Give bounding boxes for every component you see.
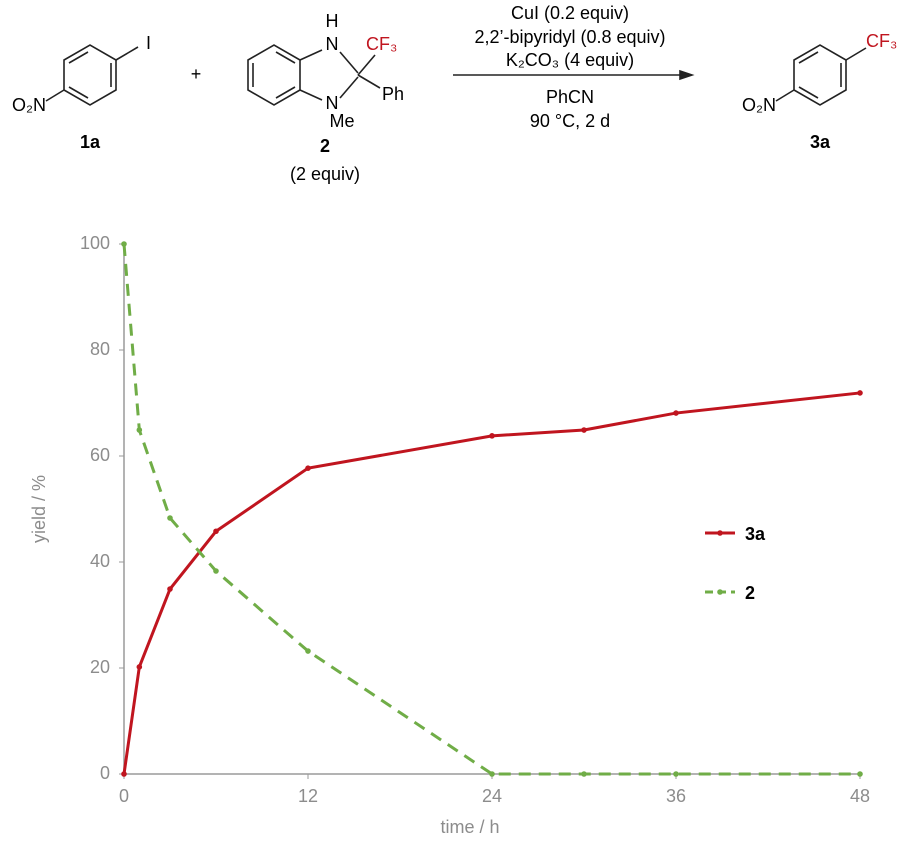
x-tick-label: 24 [482,786,502,806]
x-tick-label: 12 [298,786,318,806]
y-tick-label: 40 [90,551,110,571]
ring [793,44,847,106]
atom: O₂N [742,95,776,115]
data-point [581,771,587,777]
compound-label: 1a [80,132,101,152]
data-point [673,771,679,777]
data-point [213,568,219,574]
series-line [122,243,860,776]
data-point [305,465,311,471]
compound-label: 2 [320,136,330,156]
plus: + [191,64,202,84]
ring [247,44,301,106]
bond [45,89,65,102]
data-point [489,771,495,777]
legend-label: 3a [745,524,766,544]
data-point [305,648,311,654]
bond [299,49,323,61]
y-tick-label: 0 [100,763,110,783]
atom: CF₃ [866,31,897,51]
condition: 90 °C, 2 d [530,111,610,131]
atom: H [326,11,339,31]
y-tick-label: 20 [90,657,110,677]
ring [63,44,117,106]
x-tick-label: 48 [850,786,870,806]
x-axis-label: time / h [440,817,499,837]
atom: Ph [382,84,404,104]
condition: K₂CO₃ (4 equiv) [506,50,634,70]
data-point [857,390,863,396]
x-tick-label: 36 [666,786,686,806]
data-point [121,241,127,247]
data-point [489,433,495,439]
atom: Me [329,111,354,131]
bond [845,47,867,61]
y-axis-label: yield / % [29,475,49,543]
bond [357,54,376,76]
legend-dot [717,589,723,595]
data-point [121,771,127,777]
condition: 2,2’-bipyridyl (0.8 equiv) [474,27,665,47]
y-tick-label: 80 [90,339,110,359]
bond [775,89,795,102]
y-tick-label: 60 [90,445,110,465]
bond [68,86,89,99]
atom: N [326,93,339,113]
data-point [213,528,219,535]
bond [275,86,296,99]
data-point [136,664,143,670]
data-point [167,515,173,521]
legend-dot [717,530,723,536]
bond [115,46,139,61]
amount: (2 equiv) [290,164,360,184]
bond [357,74,381,89]
data-point [857,771,863,777]
atom: O₂N [12,95,46,115]
x-tick-label: 0 [119,786,129,806]
atom: N [326,34,339,54]
data-point [581,427,587,433]
y-tick-label: 100 [80,233,110,253]
arrowhead [679,69,695,81]
legend-label: 2 [745,583,755,603]
data-point [673,410,679,416]
bond [299,89,323,101]
bond [339,51,359,74]
atom: CF₃ [366,34,397,54]
bond [275,51,296,64]
bond [68,51,89,64]
data-point [136,427,143,433]
compound-label: 3a [810,132,831,152]
bond [798,86,819,99]
condition: CuI (0.2 equiv) [511,3,629,23]
bond [798,51,819,64]
scheme-structures [45,44,867,106]
condition: PhCN [546,87,594,107]
atom: I [146,33,151,53]
bond [339,76,359,99]
data-point [167,586,173,592]
